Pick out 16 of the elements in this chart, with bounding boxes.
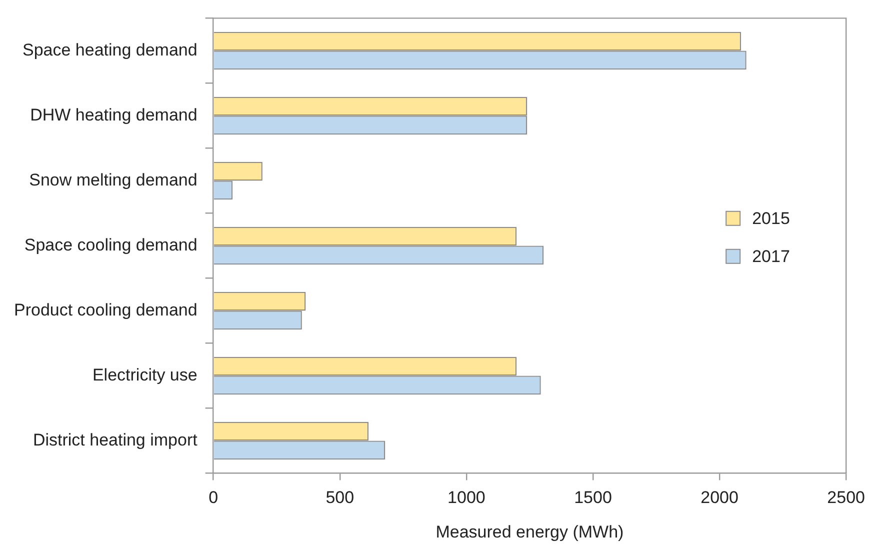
y-tick-label: Product cooling demand <box>14 300 198 320</box>
x-tick-label: 1500 <box>574 488 612 508</box>
x-tick-label: 0 <box>208 488 218 508</box>
x-tick-label: 2500 <box>827 488 866 508</box>
y-tick-label: District heating import <box>32 430 198 450</box>
y-tick-label: Electricity use <box>92 365 198 384</box>
x-tick-label: 1000 <box>448 488 486 508</box>
y-tick-label: DHW heating demand <box>30 105 198 124</box>
legend-label: 2017 <box>752 247 790 266</box>
y-tick-label: Space heating demand <box>22 40 198 60</box>
x-tick-label: 500 <box>326 488 354 508</box>
y-tick-label: Snow melting demand <box>29 170 198 190</box>
y-tick-label: Space cooling demand <box>24 235 198 254</box>
legend-label: 2015 <box>752 209 790 228</box>
x-axis-title: Measured energy (MWh) <box>436 522 624 542</box>
x-tick-label: 2000 <box>700 488 738 508</box>
